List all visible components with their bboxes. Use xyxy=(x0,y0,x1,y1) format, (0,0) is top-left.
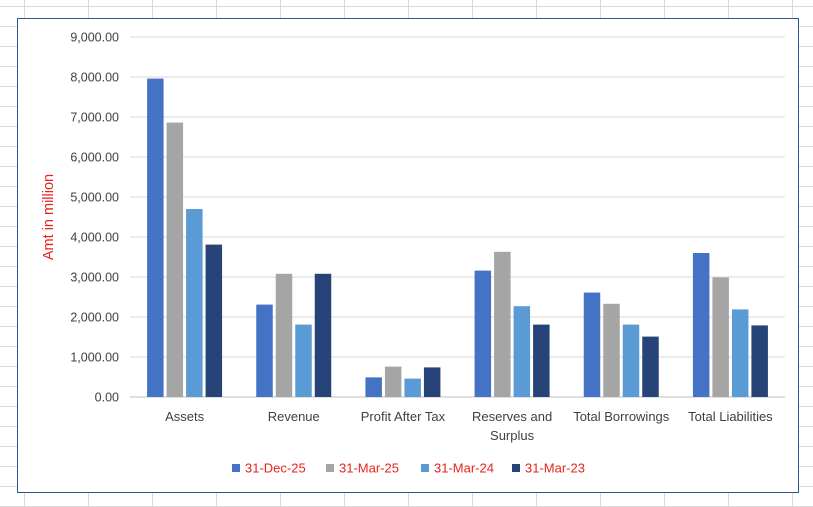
legend-label: 31-Mar-25 xyxy=(339,461,399,476)
bar xyxy=(275,273,293,397)
legend-swatch xyxy=(421,464,429,472)
y-tick-label: 2,000.00 xyxy=(70,311,119,325)
legend-label: 31-Mar-24 xyxy=(434,461,494,476)
legend-label: 31-Dec-25 xyxy=(245,461,306,476)
y-tick-label: 7,000.00 xyxy=(70,111,119,125)
y-tick-label: 4,000.00 xyxy=(70,231,119,245)
legend-swatch xyxy=(512,464,520,472)
x-category-label: Total Borrowings xyxy=(573,409,670,424)
y-tick-label: 6,000.00 xyxy=(70,151,119,165)
bar xyxy=(583,292,601,397)
x-category-label: Assets xyxy=(165,409,205,424)
bar xyxy=(494,251,511,397)
x-category-label: Reserves and Surplus xyxy=(472,409,552,443)
y-tick-label: 5,000.00 xyxy=(70,191,119,205)
legend-swatch xyxy=(232,464,240,472)
y-tick-label: 9,000.00 xyxy=(70,31,119,45)
y-tick-label: 1,000.00 xyxy=(70,351,119,365)
bar xyxy=(513,306,531,397)
bar xyxy=(365,377,382,397)
bar xyxy=(404,378,421,397)
y-axis-label: Amt in million xyxy=(41,174,57,260)
bar xyxy=(474,270,492,397)
bar xyxy=(295,324,312,397)
x-category-label: Total Liabilities xyxy=(688,409,773,424)
x-category-label: Revenue xyxy=(268,409,320,424)
bar xyxy=(712,277,729,397)
bar xyxy=(751,325,768,397)
bar xyxy=(166,122,184,397)
bar xyxy=(692,253,710,397)
y-tick-label: 3,000.00 xyxy=(70,271,119,285)
bar xyxy=(205,244,223,397)
bar xyxy=(256,304,273,397)
bar xyxy=(423,367,441,397)
bar xyxy=(603,303,620,397)
legend-label: 31-Mar-23 xyxy=(525,461,585,476)
bar xyxy=(384,366,402,397)
bar xyxy=(731,309,749,397)
bar xyxy=(314,273,332,397)
bar xyxy=(533,324,550,397)
bar xyxy=(147,78,164,397)
bar xyxy=(642,336,659,397)
y-tick-label: 0.00 xyxy=(95,391,119,405)
y-tick-label: 8,000.00 xyxy=(70,71,119,85)
x-category-label: Profit After Tax xyxy=(361,409,446,424)
legend-swatch xyxy=(326,464,334,472)
bar xyxy=(186,209,203,397)
bar xyxy=(622,324,640,397)
